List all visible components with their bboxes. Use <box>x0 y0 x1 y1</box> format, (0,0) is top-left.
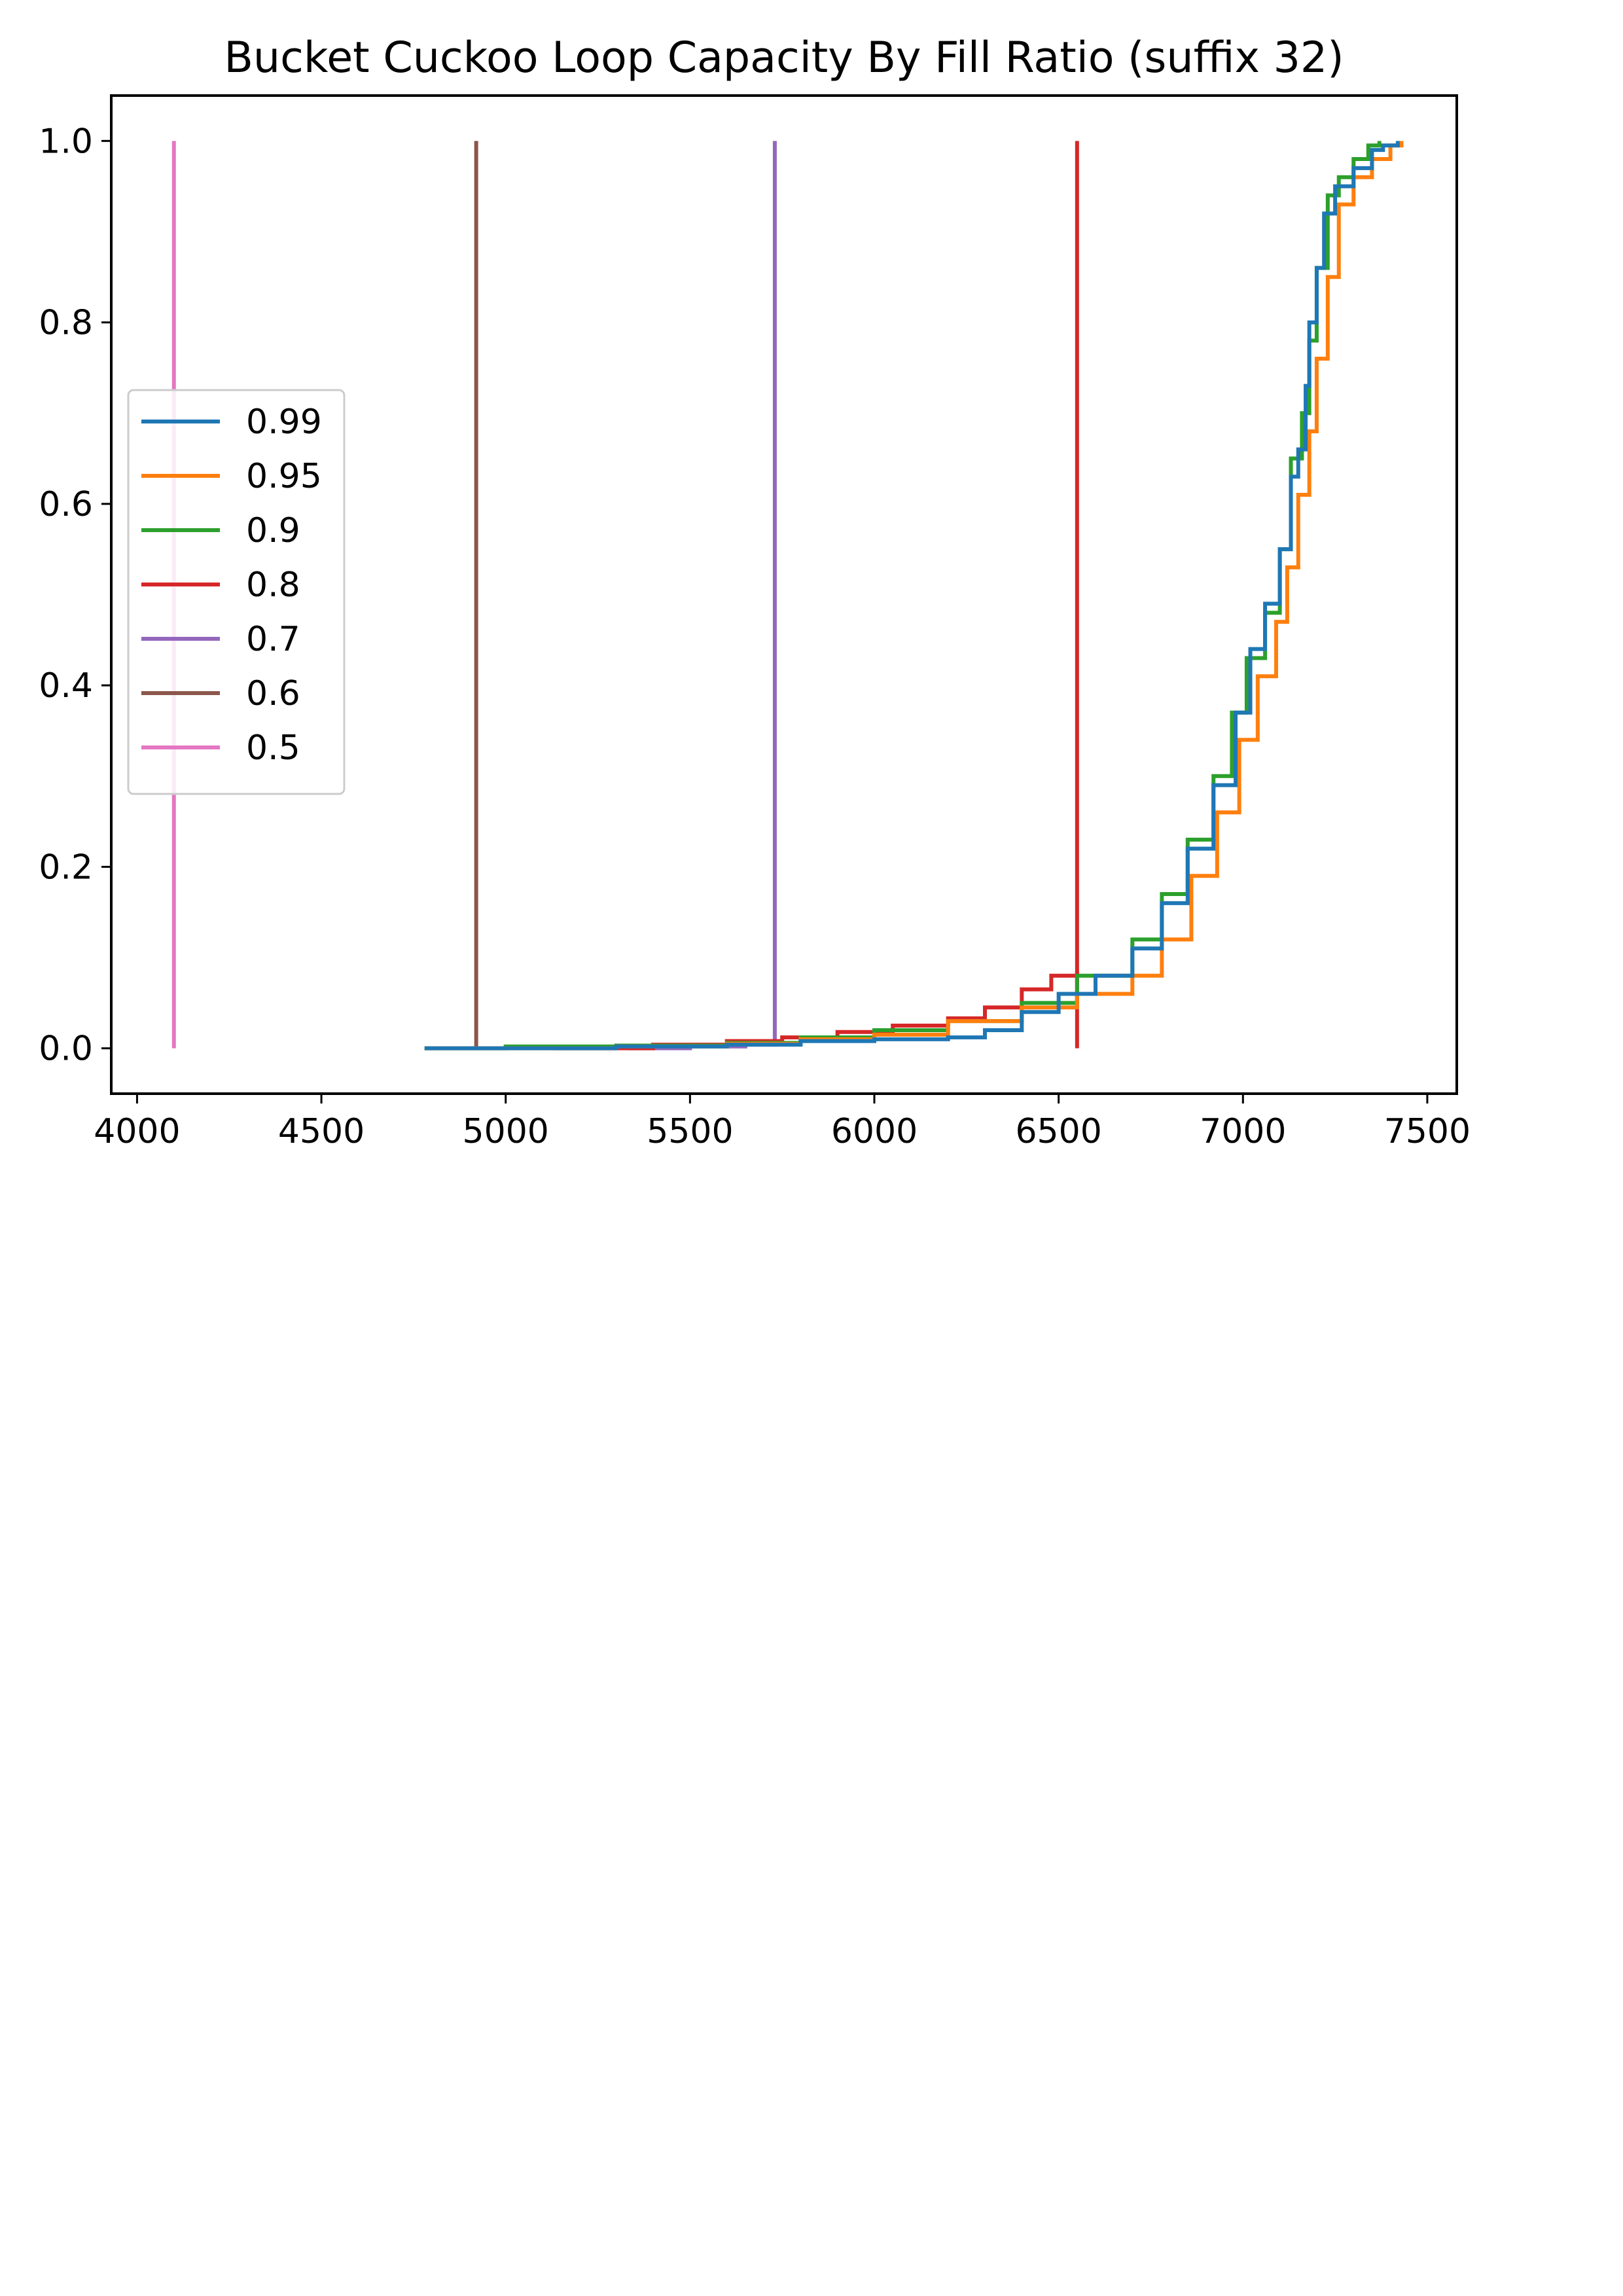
y-tick-label: 0.2 <box>39 848 93 887</box>
series-layer <box>171 141 1404 1050</box>
y-tick-label: 1.0 <box>39 122 93 161</box>
x-tick-label: 6000 <box>831 1112 918 1151</box>
y-tick-label: 0.0 <box>39 1030 93 1069</box>
x-tick-label: 5500 <box>647 1112 733 1151</box>
legend: 0.99 0.95 0.9 0.8 0.7 0.6 0.5 <box>127 389 346 795</box>
legend-label-0-6: 0.6 <box>246 674 300 713</box>
x-tick-label: 7500 <box>1384 1112 1471 1151</box>
legend-label-0-7: 0.7 <box>246 620 300 659</box>
y-tick-label: 0.8 <box>39 304 93 343</box>
series-line-0-99 <box>424 141 1400 1050</box>
x-tick-label: 6500 <box>1015 1112 1101 1151</box>
legend-box <box>127 389 346 795</box>
legend-label-0-99: 0.99 <box>246 403 322 442</box>
x-tick-label: 4500 <box>278 1112 365 1151</box>
y-tick-label: 0.4 <box>39 666 93 706</box>
x-tick-label: 5000 <box>463 1112 549 1151</box>
legend-label-0-95: 0.95 <box>246 457 322 496</box>
series-line-0-95 <box>424 141 1404 1050</box>
series-line-0-7 <box>627 141 777 1050</box>
legend-label-0-8: 0.8 <box>246 565 300 605</box>
legend-label-0-9: 0.9 <box>246 511 300 550</box>
plot-frame <box>110 94 1458 1095</box>
chart-title: Bucket Cuckoo Loop Capacity By Fill Rati… <box>224 33 1344 82</box>
y-tick-label: 0.6 <box>39 485 93 524</box>
x-axis: 4000 4500 5000 5500 6000 6500 7000 7500 <box>94 1094 1471 1151</box>
x-tick-label: 4000 <box>94 1112 180 1151</box>
legend-label-0-5: 0.5 <box>246 728 300 768</box>
x-tick-label: 7000 <box>1200 1112 1286 1151</box>
y-axis: 0.0 0.2 0.4 0.6 0.8 1.0 <box>39 122 111 1069</box>
series-line-0-9 <box>424 141 1382 1050</box>
